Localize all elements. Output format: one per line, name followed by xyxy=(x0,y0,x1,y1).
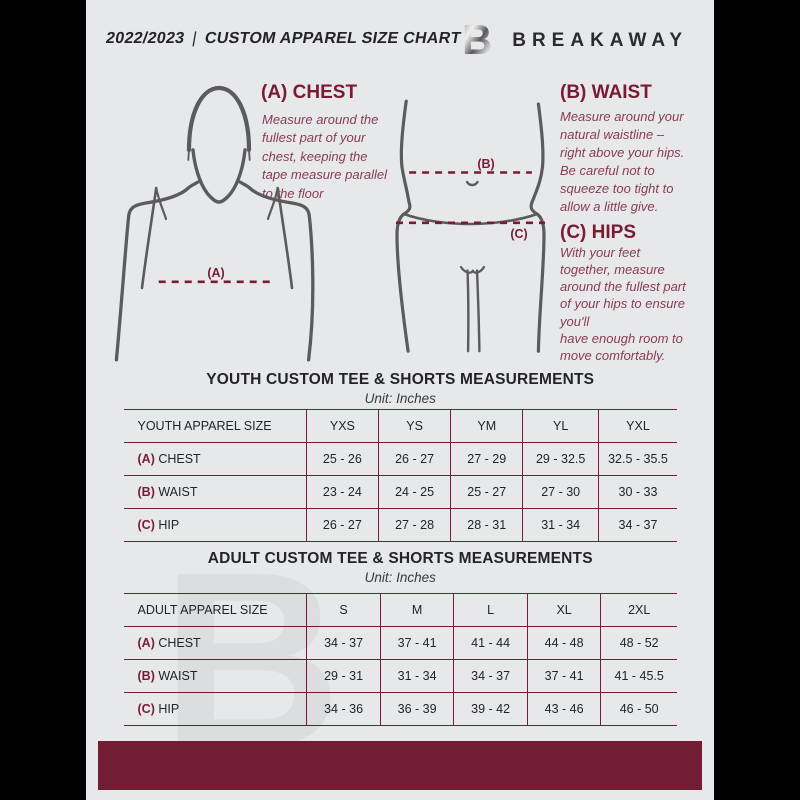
svg-text:(C): (C) xyxy=(510,227,527,241)
svg-text:(A): (A) xyxy=(207,266,224,280)
svg-text:(B): (B) xyxy=(477,157,494,171)
